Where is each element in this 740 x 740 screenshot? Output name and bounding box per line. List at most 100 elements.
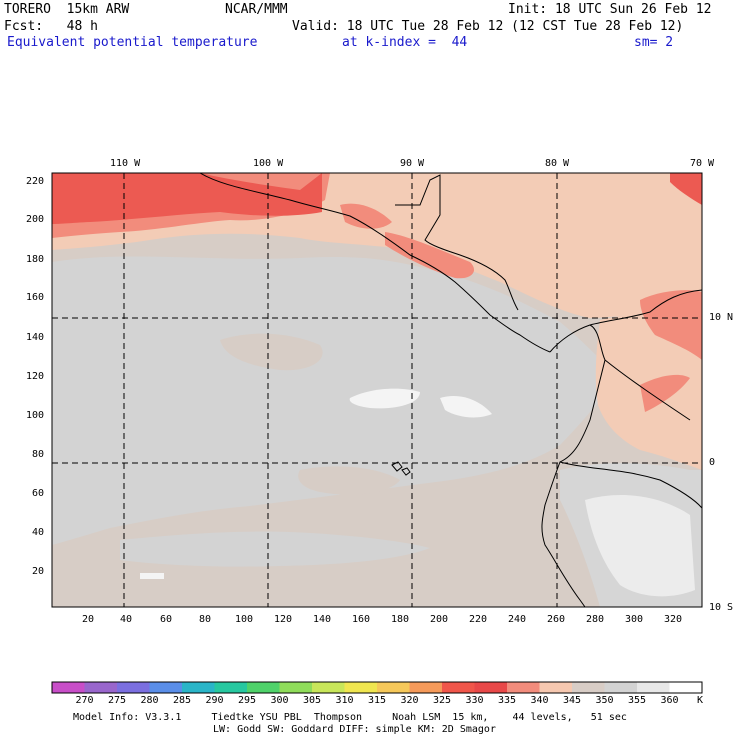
lat-label-10s: 10 S xyxy=(709,602,734,613)
grid-y-label: 40 xyxy=(32,527,45,538)
organization-label: NCAR/MMM xyxy=(225,2,288,17)
grid-y-label: 100 xyxy=(26,410,45,421)
lat-label-0: 0 xyxy=(709,457,716,468)
lon-label-110w: 110 W xyxy=(110,158,141,169)
field-white-southeast xyxy=(585,495,695,597)
colorbar-swatch xyxy=(539,682,573,693)
grid-y-label: 20 xyxy=(32,566,45,577)
lon-label-90w: 90 W xyxy=(400,158,425,169)
field-salmon-3 xyxy=(385,232,475,279)
colorbar-swatch xyxy=(669,682,703,693)
colorbar-label: 315 xyxy=(367,695,387,706)
field-white-patch-2 xyxy=(440,395,492,418)
colorbar-swatch xyxy=(117,682,150,693)
colorbar-swatch xyxy=(52,682,85,693)
model-info-line1: Model Info: V3.3.1 Tiedtke YSU PBL Thomp… xyxy=(73,712,627,723)
grid-x-label: 140 xyxy=(313,614,332,625)
map-field xyxy=(52,173,702,607)
colorbar-label: 330 xyxy=(465,695,484,706)
grid-x-label: 160 xyxy=(352,614,371,625)
colorbar-swatch xyxy=(507,682,540,693)
forecast-hour: Fcst: 48 h xyxy=(4,19,98,34)
lon-label-100w: 100 W xyxy=(253,158,284,169)
grid-x-label: 240 xyxy=(508,614,527,625)
colorbar-swatch xyxy=(572,682,605,693)
colorbar-label: 305 xyxy=(302,695,322,706)
grid-x-label: 280 xyxy=(586,614,605,625)
colorbar-label: 340 xyxy=(530,695,549,706)
colorbar-label: 345 xyxy=(562,695,582,706)
colorbar-unit: K xyxy=(697,695,704,706)
grid-x-label: 100 xyxy=(235,614,254,625)
grid-x-label: 60 xyxy=(160,614,173,625)
field-tan-patch-1 xyxy=(220,333,323,371)
colorbar xyxy=(51,681,703,694)
model-title: TORERO 15km ARW xyxy=(4,2,130,17)
grid-x-label: 220 xyxy=(469,614,488,625)
coastlines xyxy=(199,173,702,607)
field-white-patch-3 xyxy=(140,573,164,579)
field-red-northeast xyxy=(670,173,702,205)
colorbar-swatch xyxy=(312,682,345,693)
lon-label-80w: 80 W xyxy=(545,158,570,169)
coastline-yucatan-caribbean xyxy=(395,174,519,311)
colorbar-swatch xyxy=(604,682,638,693)
colorbar-swatch xyxy=(474,682,508,693)
colorbar-swatch xyxy=(182,682,215,693)
lat-label-10n: 10 N xyxy=(709,312,734,323)
grid-x-label: 40 xyxy=(120,614,133,625)
field-tan-patch-2 xyxy=(298,466,400,495)
colorbar-label: 290 xyxy=(205,695,224,706)
border-amazon xyxy=(559,359,702,509)
colorbar-label: 350 xyxy=(595,695,614,706)
colorbar-label: 320 xyxy=(400,695,419,706)
grid-y-label: 160 xyxy=(26,292,45,303)
colorbar-swatch xyxy=(247,682,280,693)
grid-y-label: 180 xyxy=(26,254,45,265)
colorbar-swatch xyxy=(84,682,118,693)
coastline-venezuela xyxy=(589,289,702,326)
field-salmon-2 xyxy=(340,203,392,229)
colorbar-swatch xyxy=(409,682,443,693)
grid-x-label: 300 xyxy=(625,614,644,625)
colorbar-frame xyxy=(51,681,703,694)
lat-lon-grid xyxy=(52,173,702,607)
grid-x-label: 260 xyxy=(547,614,566,625)
grid-x-label: 120 xyxy=(274,614,293,625)
field-red-northwest xyxy=(52,173,322,224)
colorbar-label: 355 xyxy=(627,695,647,706)
colorbar-label: 335 xyxy=(497,695,517,706)
colorbar-swatch xyxy=(442,682,475,693)
grid-y-label: 80 xyxy=(32,449,45,460)
colorbar-swatch xyxy=(214,682,248,693)
colorbar-label: 280 xyxy=(140,695,159,706)
valid-time: Valid: 18 UTC Tue 28 Feb 12 (12 CST Tue … xyxy=(292,19,684,34)
field-white-patch-1 xyxy=(349,388,420,409)
grid-x-label: 200 xyxy=(430,614,449,625)
grid-x-label: 320 xyxy=(664,614,683,625)
field-salmon-5 xyxy=(640,374,690,412)
coastline-colombia-peru xyxy=(541,324,606,607)
colorbar-label: 295 xyxy=(237,695,257,706)
lon-label-70w: 70 W xyxy=(690,158,715,169)
grid-x-label: 80 xyxy=(199,614,212,625)
level-label: at k-index = 44 xyxy=(342,35,468,50)
grid-y-label: 120 xyxy=(26,371,45,382)
colorbar-label: 285 xyxy=(172,695,192,706)
grid-y-label: 220 xyxy=(26,176,45,187)
colorbar-swatch xyxy=(279,682,313,693)
colorbar-swatch xyxy=(344,682,378,693)
colorbar-swatch xyxy=(149,682,183,693)
coastline-mexico-central-america xyxy=(199,173,551,353)
map-frame xyxy=(51,172,703,608)
grid-x-label: 180 xyxy=(391,614,410,625)
colorbar-swatch xyxy=(377,682,410,693)
model-info-line2: LW: Godd SW: Goddard DIFF: simple KM: 2D… xyxy=(213,724,496,735)
grid-y-label: 140 xyxy=(26,332,45,343)
colorbar-label: 300 xyxy=(270,695,289,706)
colorbar-label: 270 xyxy=(75,695,94,706)
colorbar-label: 310 xyxy=(335,695,354,706)
init-time: Init: 18 UTC Sun 26 Feb 12 xyxy=(508,2,712,17)
smoothing-label: sm= 2 xyxy=(634,35,674,50)
colorbar-label: 325 xyxy=(432,695,452,706)
